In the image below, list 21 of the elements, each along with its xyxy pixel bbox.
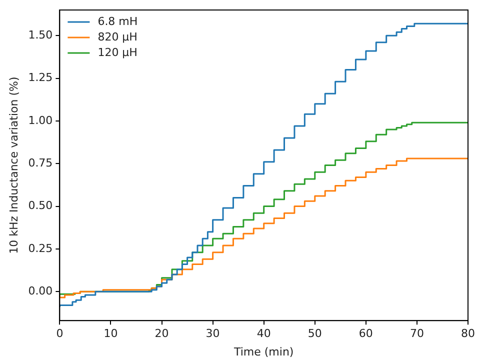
y-tick-label: 0.25 [28,242,53,255]
legend-label: 6.8 mH [98,14,138,28]
x-tick-label: 70 [410,327,424,340]
legend-label: 820 µH [98,30,138,44]
x-tick-label: 40 [256,327,271,340]
legend-label: 120 µH [98,46,138,59]
y-axis-title: 10 kHz Inductance variation (%) [7,76,20,254]
x-tick-label: 30 [206,327,220,340]
x-axis-title: Time (min) [232,345,294,358]
x-tick-label: 10 [104,327,118,340]
y-tick-label: 0.75 [28,156,53,170]
x-tick-label: 60 [358,327,373,340]
x-tick-label: 80 [461,327,475,340]
y-tick-label: 0.50 [28,199,53,212]
y-tick-label: 1.00 [28,114,53,127]
x-tick-label: 20 [154,327,169,340]
y-tick-label: 1.50 [28,28,53,42]
x-tick-label: 50 [308,327,322,340]
y-tick-label: 0.00 [28,284,53,298]
x-tick-label: 0 [56,327,64,340]
y-tick-label: 1.25 [28,71,53,84]
